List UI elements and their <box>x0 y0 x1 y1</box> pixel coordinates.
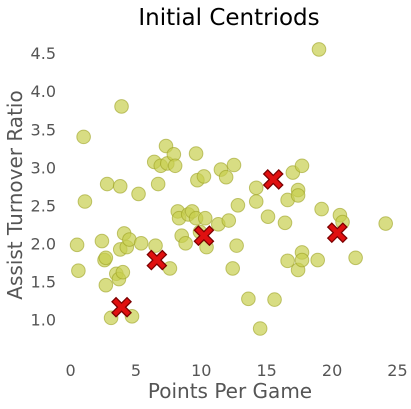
data-point <box>225 261 240 276</box>
y-tick-label: 3.5 <box>31 120 56 139</box>
data-point <box>69 237 85 253</box>
data-point <box>77 194 93 209</box>
data-point <box>248 194 264 209</box>
data-point <box>221 213 237 228</box>
x-tick-label: 20 <box>322 361 342 380</box>
centroid-cross <box>328 224 346 242</box>
y-tick-label: 2.0 <box>31 234 56 253</box>
chart-title: Initial Centriods <box>138 5 319 31</box>
data-point <box>290 188 306 203</box>
data-point <box>267 292 282 307</box>
y-tick-label: 2.5 <box>31 196 56 215</box>
centroid-marker <box>262 169 284 190</box>
data-point <box>248 180 264 196</box>
x-tick-label: 5 <box>131 361 141 380</box>
data-points <box>69 42 393 336</box>
data-point <box>178 236 193 251</box>
centroid-cross <box>112 298 131 316</box>
data-point <box>197 210 213 226</box>
centroid-marker <box>193 225 215 247</box>
centroid-markers <box>111 169 348 318</box>
data-point <box>76 129 91 145</box>
x-axis-label: Points Per Game <box>148 379 312 403</box>
y-axis-label: Assist Turnover Ratio <box>3 90 27 299</box>
data-point <box>167 158 183 174</box>
data-point <box>241 291 256 307</box>
centroid-marker <box>111 296 132 318</box>
data-point <box>229 238 244 253</box>
x-tick-label: 15 <box>257 361 277 380</box>
data-point <box>115 264 131 280</box>
centroid-marker <box>146 249 168 271</box>
data-point <box>133 236 149 251</box>
data-point <box>311 42 327 57</box>
y-tick-label: 4.0 <box>31 82 56 101</box>
data-point <box>252 321 268 336</box>
x-axis: 0 5 10 15 20 25 <box>65 361 407 380</box>
data-point <box>310 252 325 268</box>
data-point <box>148 238 163 253</box>
x-tick-label: 25 <box>387 361 407 380</box>
data-point <box>112 178 128 194</box>
data-point <box>314 201 329 217</box>
data-point <box>71 263 86 279</box>
x-tick-label: 10 <box>191 361 211 380</box>
data-point <box>99 176 115 192</box>
y-tick-label: 4.5 <box>31 44 56 63</box>
data-point <box>131 186 146 202</box>
data-point <box>226 157 242 173</box>
centroid-cross <box>264 170 282 189</box>
data-point <box>196 169 212 184</box>
data-point <box>98 277 114 293</box>
data-point <box>260 209 276 225</box>
centroid-cross <box>148 251 166 269</box>
data-point <box>150 176 166 192</box>
data-point <box>294 158 310 174</box>
centroid-cross <box>195 227 213 245</box>
data-point <box>294 252 310 268</box>
data-point <box>94 233 110 249</box>
y-tick-label: 1.0 <box>31 310 56 329</box>
data-point <box>114 99 129 114</box>
data-point <box>98 250 114 266</box>
y-tick-label: 3.0 <box>31 158 56 177</box>
data-point <box>378 216 393 231</box>
y-tick-label: 1.5 <box>31 272 56 291</box>
data-point <box>218 169 234 185</box>
y-axis: 1.0 1.5 2.0 2.5 3.0 3.5 4.0 4.5 <box>31 44 56 329</box>
data-point <box>188 146 204 161</box>
data-point <box>277 215 293 231</box>
data-point <box>280 253 295 269</box>
x-tick-label: 0 <box>65 361 75 380</box>
data-point <box>348 250 363 266</box>
centroid-marker <box>326 222 348 244</box>
data-point <box>230 198 246 213</box>
